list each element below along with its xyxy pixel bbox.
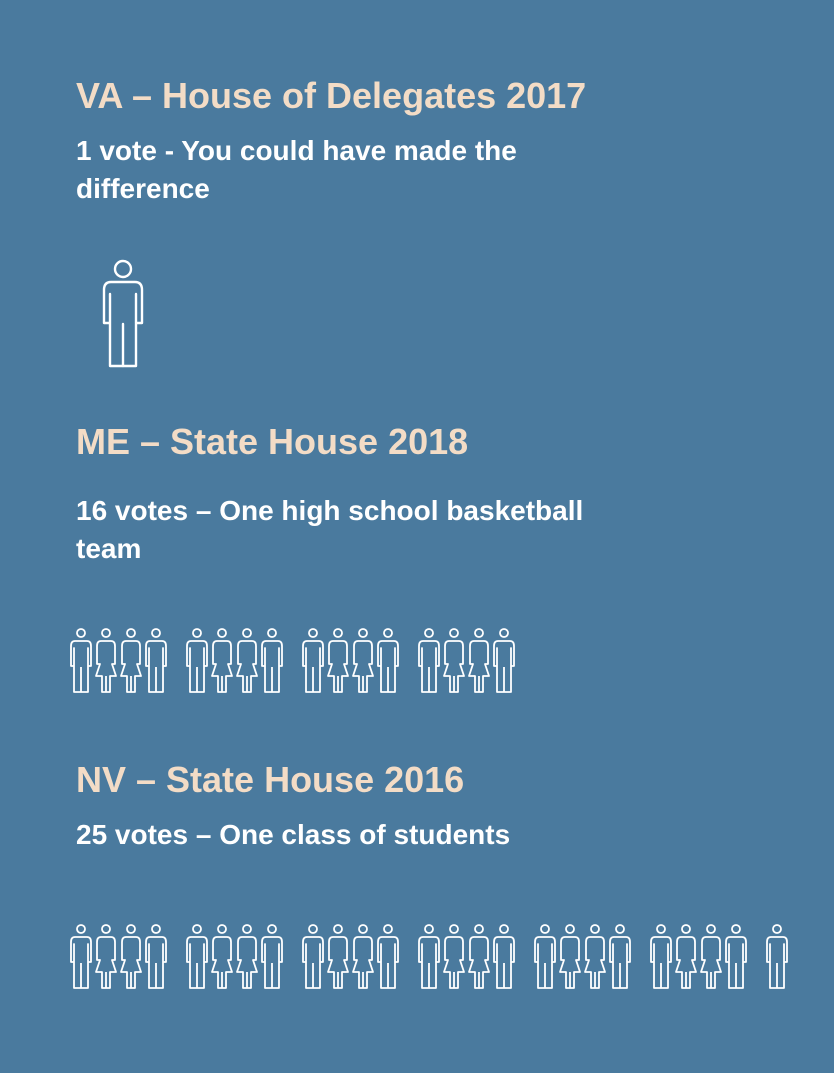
person-icon (418, 628, 440, 693)
person-icon (120, 628, 142, 693)
person-icon (650, 924, 672, 989)
person-icon (211, 924, 233, 989)
person-icon (584, 924, 606, 989)
person-icon (145, 924, 167, 989)
section-1-subtitle: 1 vote - You could have made the differe… (76, 135, 517, 204)
section-2-subtitle: 16 votes – One high school basketball te… (76, 495, 584, 564)
person-icon (766, 924, 788, 989)
person-icon (145, 628, 167, 693)
section-3-title: NV – State House 2016 (76, 759, 465, 800)
person-icon (468, 628, 490, 693)
person-icon (725, 924, 747, 989)
person-icon (443, 924, 465, 989)
person-icon (675, 924, 697, 989)
person-icon (534, 924, 556, 989)
person-icon (468, 924, 490, 989)
person-icon (102, 259, 144, 368)
person-icon (352, 628, 374, 693)
person-icon (377, 924, 399, 989)
person-icon (211, 628, 233, 693)
person-icon (95, 924, 117, 989)
person-icon (493, 924, 515, 989)
person-icon (120, 924, 142, 989)
person-icon (493, 628, 515, 693)
section-2-title: ME – State House 2018 (76, 421, 469, 462)
person-icon (700, 924, 722, 989)
person-icon (236, 628, 258, 693)
person-icon (261, 924, 283, 989)
person-icon (327, 924, 349, 989)
person-icon (443, 628, 465, 693)
section-3-subtitle: 25 votes – One class of students (76, 819, 511, 850)
section-1-title: VA – House of Delegates 2017 (76, 75, 587, 116)
person-icon (559, 924, 581, 989)
person-icon (352, 924, 374, 989)
person-icon (302, 628, 324, 693)
person-icon (377, 628, 399, 693)
person-icon (261, 628, 283, 693)
person-icon (70, 924, 92, 989)
person-icon (327, 628, 349, 693)
person-icon (186, 628, 208, 693)
person-icon (236, 924, 258, 989)
person-icon (186, 924, 208, 989)
person-icon (302, 924, 324, 989)
person-icon (418, 924, 440, 989)
person-icon (70, 628, 92, 693)
person-icon (609, 924, 631, 989)
person-icon (95, 628, 117, 693)
